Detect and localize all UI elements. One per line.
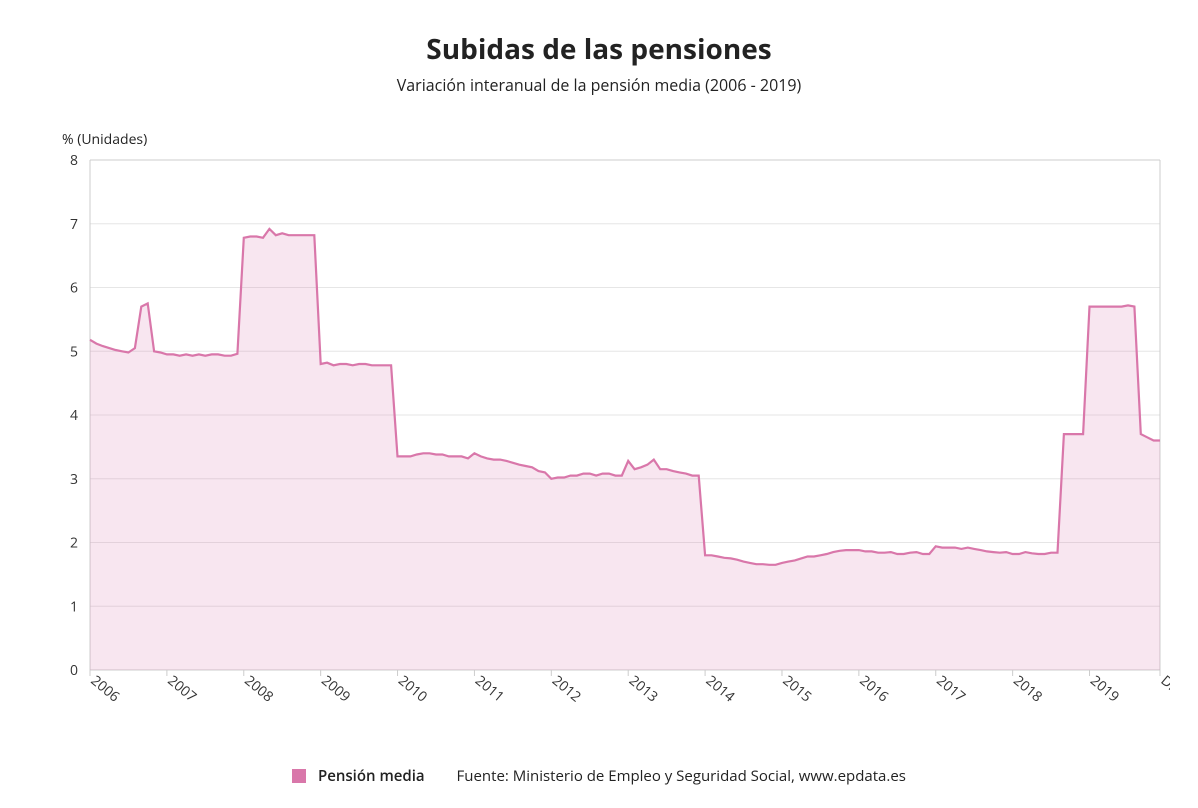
chart-container: Subidas de las pensiones Variación inter… xyxy=(0,0,1198,808)
svg-text:2017: 2017 xyxy=(933,671,970,706)
y-axis-title: % (Unidades) xyxy=(62,130,147,149)
svg-text:5: 5 xyxy=(70,342,78,361)
chart-svg: 0 1 2 3 4 5 6 7 8 2006 2007 2008 2009 2010 2011 2012 201… xyxy=(50,150,1170,740)
svg-text:2007: 2007 xyxy=(164,671,201,706)
svg-text:2014: 2014 xyxy=(702,671,739,706)
svg-text:2012: 2012 xyxy=(548,671,585,706)
svg-text:Diciembre: Diciembre xyxy=(1157,671,1170,729)
svg-text:0: 0 xyxy=(70,661,78,680)
svg-text:4: 4 xyxy=(70,406,78,425)
svg-text:2018: 2018 xyxy=(1009,671,1046,706)
svg-text:6: 6 xyxy=(70,279,78,298)
svg-text:2006: 2006 xyxy=(87,671,124,706)
svg-text:2: 2 xyxy=(70,534,78,553)
svg-text:2016: 2016 xyxy=(856,671,893,706)
legend-source-value: Ministerio de Empleo y Seguridad Social,… xyxy=(513,766,906,786)
legend-series-label: Pensión media xyxy=(318,766,425,786)
chart-subtitle: Variación interanual de la pensión media… xyxy=(36,74,1162,96)
svg-text:8: 8 xyxy=(70,151,78,170)
svg-text:2010: 2010 xyxy=(394,671,431,706)
chart-title: Subidas de las pensiones xyxy=(36,30,1162,68)
chart-legend: Pensión media Fuente: Ministerio de Empl… xyxy=(0,766,1198,786)
legend-source-label: Fuente: xyxy=(457,766,509,786)
svg-text:2008: 2008 xyxy=(241,671,278,706)
svg-text:7: 7 xyxy=(70,215,78,234)
svg-text:2013: 2013 xyxy=(625,671,662,706)
plot-area: 0 1 2 3 4 5 6 7 8 2006 2007 2008 2009 2010 2011 2012 201… xyxy=(50,150,1170,745)
svg-text:2011: 2011 xyxy=(471,671,508,706)
svg-text:1: 1 xyxy=(70,597,78,616)
svg-text:2019: 2019 xyxy=(1086,671,1123,706)
svg-text:2015: 2015 xyxy=(779,671,816,706)
svg-text:3: 3 xyxy=(70,470,78,489)
svg-text:2009: 2009 xyxy=(317,671,354,706)
legend-swatch xyxy=(292,769,306,783)
